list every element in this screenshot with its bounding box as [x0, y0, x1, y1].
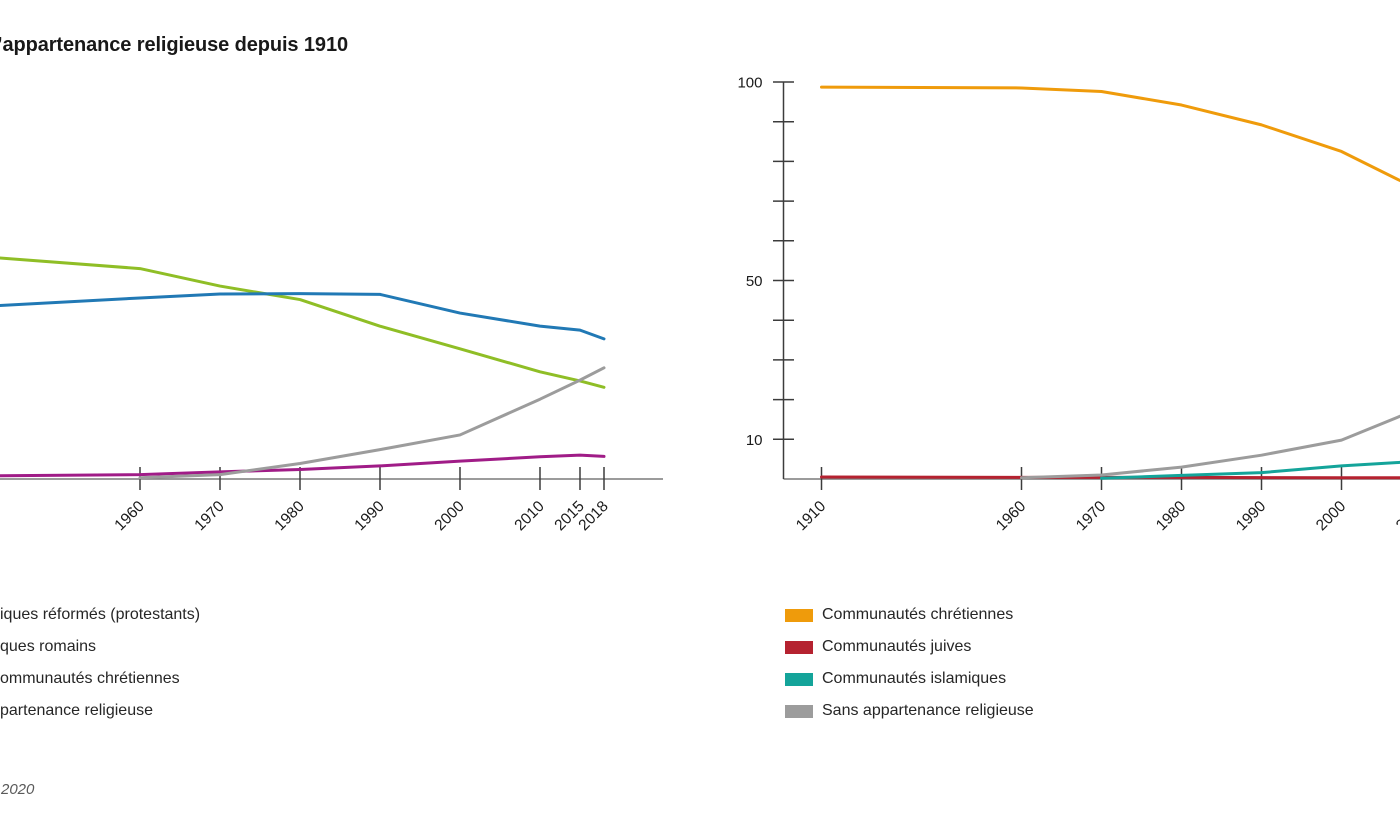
legend-item: ques romains	[0, 631, 200, 663]
legend-item: Communautés chrétiennes	[785, 599, 1034, 631]
x-tick-label-1960: 1960	[993, 498, 1030, 535]
x-tick-label-1990: 1990	[1233, 498, 1270, 535]
legend-item: partenance religieuse	[0, 695, 200, 727]
x-tick-label-1990: 1990	[351, 498, 388, 535]
x-tick-label-1960: 1960	[111, 498, 148, 535]
legend-swatch-gray	[785, 704, 813, 718]
legend-right: Communautés chrétiennes Communautés juive…	[785, 599, 1034, 727]
legend-label: Communautés chrétiennes	[822, 606, 1014, 623]
page-title: ’appartenance religieuse depuis 1910	[0, 34, 348, 56]
legend-item: iques réformés (protestants)	[0, 599, 200, 631]
series-line-red-right	[820, 475, 1400, 480]
y-tick-label-50: 50	[746, 273, 763, 290]
series-line-teal-right	[1100, 460, 1400, 480]
series-line-purple-left	[0, 453, 606, 478]
series-line-green-left	[0, 256, 606, 389]
legend-left: iques réformés (protestants) ques romains…	[0, 599, 200, 727]
legend-item: Communautés juives	[785, 631, 1034, 663]
series-line-orange-right	[820, 85, 1400, 183]
source-note: 2020	[1, 781, 35, 798]
legend-swatch-red	[785, 640, 813, 654]
x-tick-label-1910: 1910	[793, 498, 830, 535]
x-tick-label-1980: 1980	[1153, 498, 1190, 535]
x-tick-label-2010: 2010	[1393, 498, 1400, 535]
series-line-gray-left	[138, 366, 606, 480]
series-line-gray-right	[1020, 414, 1400, 480]
y-tick-label-10: 10	[746, 432, 763, 449]
legend-label: Sans appartenance religieuse	[822, 702, 1034, 719]
legend-label: ques romains	[0, 638, 97, 655]
legend-swatch-teal	[785, 672, 813, 686]
legend-item: ommunautés chrétiennes	[0, 663, 200, 695]
series-line-blue-left	[0, 292, 606, 341]
x-tick-label-2000: 2000	[431, 498, 468, 535]
legend-label: Communautés juives	[822, 638, 972, 655]
legend-swatch-orange	[785, 608, 813, 622]
legend-item: Communautés islamiques	[785, 663, 1034, 695]
legend-label: partenance religieuse	[0, 702, 153, 719]
y-tick-label-100: 100	[737, 75, 762, 92]
legend-item: Sans appartenance religieuse	[785, 695, 1034, 727]
legend-label: ommunautés chrétiennes	[0, 670, 180, 687]
legend-label: Communautés islamiques	[822, 670, 1007, 687]
x-tick-label-2000: 2000	[1313, 498, 1350, 535]
x-tick-label-1970: 1970	[191, 498, 228, 535]
legend-label: iques réformés (protestants)	[0, 606, 201, 623]
x-tick-label-2010: 2010	[511, 498, 548, 535]
x-tick-label-1980: 1980	[271, 498, 308, 535]
x-tick-label-1970: 1970	[1073, 498, 1110, 535]
